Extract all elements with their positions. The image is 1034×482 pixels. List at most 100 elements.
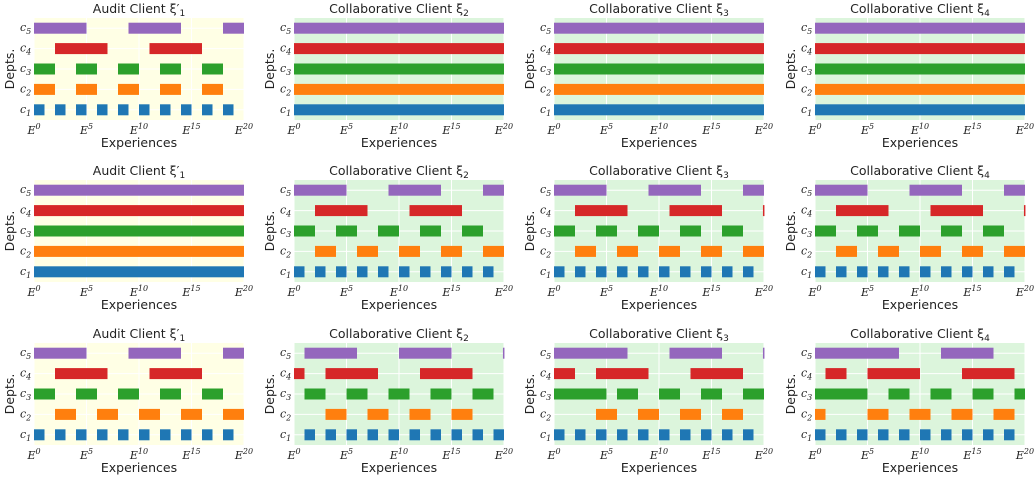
subplot-title: Collaborative Client ξ4	[850, 1, 990, 19]
bar-c2	[722, 408, 743, 420]
bar-c1	[34, 429, 45, 441]
bar-c5	[304, 347, 357, 359]
bar-c1	[160, 429, 171, 441]
bar-c2	[451, 408, 473, 420]
y-axis-label: Depts.	[522, 211, 537, 252]
bar-c2	[34, 83, 55, 95]
x-tick-label: E10	[910, 447, 929, 462]
bar-c4	[930, 205, 983, 217]
bar-c4	[1023, 205, 1026, 217]
bar-c3	[388, 388, 410, 400]
bar-c1	[97, 104, 108, 116]
x-tick-label: E10	[649, 122, 668, 137]
x-tick-label: E20	[234, 447, 253, 462]
bar-c1	[1004, 429, 1015, 441]
y-tick-label: c2	[20, 82, 31, 97]
y-tick-label: c1	[280, 103, 291, 118]
x-tick-label: E15	[441, 122, 460, 137]
y-tick-label: c1	[540, 103, 551, 118]
bar-c1	[76, 104, 87, 116]
x-tick-label: E15	[962, 122, 981, 137]
x-tick-label: E20	[754, 122, 773, 137]
bar-c1	[617, 266, 628, 278]
bar-c3	[462, 225, 483, 237]
x-tick-label: E0	[546, 122, 560, 137]
bar-c1	[378, 266, 389, 278]
x-tick-label: E0	[26, 284, 40, 299]
y-tick-label: c5	[801, 21, 812, 36]
y-axis-label: Depts.	[783, 374, 798, 415]
x-tick-label: E15	[962, 284, 981, 299]
bar-c5	[815, 22, 1025, 34]
bar-c4	[149, 43, 202, 55]
y-tick-label: c4	[801, 367, 812, 382]
x-axis-label: Experiences	[882, 135, 958, 150]
y-tick-label: c5	[540, 21, 551, 36]
bar-c1	[76, 429, 87, 441]
bar-c1	[836, 429, 847, 441]
x-tick-label: E0	[546, 284, 560, 299]
y-tick-label: c3	[280, 62, 291, 77]
bar-c4	[409, 205, 462, 217]
bar-c1	[680, 266, 691, 278]
bar-c1	[223, 104, 234, 116]
x-tick-label: E10	[910, 122, 929, 137]
subplot-r2c2: Collaborative Client ξ2 E0 E5 E10 E15 E20 c1 c2…	[262, 163, 513, 312]
x-axis-label: Experiences	[361, 135, 437, 150]
bar-c2	[160, 83, 181, 95]
bar-c3	[378, 225, 399, 237]
x-tick-label: E0	[807, 284, 821, 299]
y-axis-label: Depts.	[783, 211, 798, 252]
bar-c3	[972, 388, 994, 400]
bar-c3	[202, 388, 223, 400]
bar-c2	[483, 245, 504, 257]
bar-c4	[575, 205, 628, 217]
y-tick-label: c5	[20, 21, 31, 36]
bar-c4	[669, 205, 722, 217]
subplot-r3c1: Audit Client ξ′1 E0 E5 E10 E15 E20 c1 c2 c3 c4 c5 E…	[2, 326, 253, 475]
bar-c2	[554, 83, 764, 95]
bar-c2	[118, 83, 139, 95]
x-tick-label: E10	[389, 122, 408, 137]
bar-c1	[554, 429, 565, 441]
x-axis-label: Experiences	[882, 297, 958, 312]
bar-c5	[815, 184, 868, 196]
y-tick-label: c4	[540, 204, 551, 219]
bar-c4	[762, 205, 765, 217]
y-tick-label: c2	[20, 407, 31, 422]
bar-c1	[441, 266, 452, 278]
bar-c1	[1004, 266, 1015, 278]
bar-c2	[357, 245, 378, 257]
y-tick-label: c4	[540, 42, 551, 57]
bar-c1	[346, 429, 357, 441]
y-tick-label: c2	[20, 244, 31, 259]
bar-c2	[701, 245, 722, 257]
bar-c4	[34, 205, 244, 217]
bar-c1	[420, 266, 431, 278]
bar-c3	[554, 225, 575, 237]
bar-c5	[648, 184, 701, 196]
bar-c1	[743, 429, 754, 441]
y-tick-label: c4	[280, 42, 291, 57]
bar-c2	[993, 408, 1015, 420]
bar-c5	[909, 184, 962, 196]
bar-c2	[596, 408, 617, 420]
bar-c1	[451, 429, 462, 441]
y-tick-label: c5	[801, 183, 812, 198]
subplot-title: Collaborative Client ξ2	[329, 1, 469, 19]
bar-c2	[325, 408, 347, 420]
bar-c3	[638, 225, 659, 237]
bar-c3	[743, 388, 764, 400]
bar-c1	[701, 266, 712, 278]
bar-c1	[55, 429, 66, 441]
bar-c1	[815, 429, 826, 441]
y-tick-label: c5	[20, 183, 31, 198]
bar-c1	[962, 429, 973, 441]
y-tick-label: c5	[540, 346, 551, 361]
y-axis-label: Depts.	[262, 374, 277, 415]
bar-c3	[659, 388, 680, 400]
bar-c3	[815, 388, 868, 400]
bar-c1	[638, 266, 649, 278]
bar-c1	[181, 104, 192, 116]
x-tick-label: E5	[860, 284, 874, 299]
